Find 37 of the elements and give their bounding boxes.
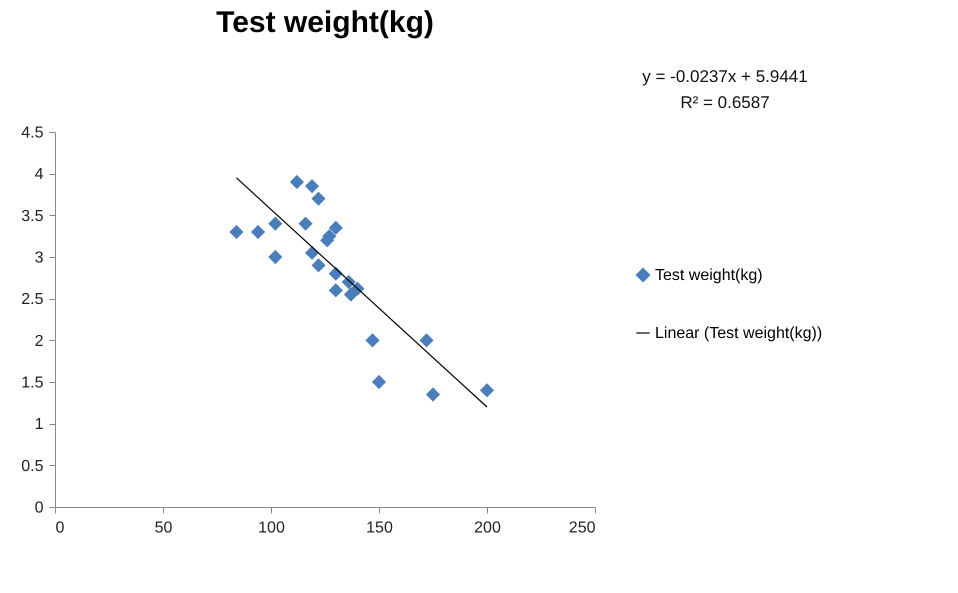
y-tick-label: 0.5	[21, 458, 44, 475]
y-tick-label: 0	[34, 500, 44, 516]
x-tick-label: 150	[366, 520, 393, 536]
point	[250, 224, 266, 240]
chart-title: Test weight(kg)	[216, 6, 434, 39]
y-tick-label: 3.5	[21, 208, 44, 225]
legend-label: Linear (Test weight(kg))	[655, 325, 822, 342]
point	[328, 220, 343, 235]
legend-label: Test weight(kg)	[655, 267, 763, 284]
point	[328, 283, 343, 298]
x-tick-label: 250	[568, 520, 596, 536]
text: R² = 0.6587	[680, 93, 770, 112]
text: y = -0.0237x + 5.9441	[642, 67, 808, 86]
y-tick-label: 4.5	[21, 124, 44, 142]
point	[268, 250, 282, 264]
y-tick-label: 1.5	[21, 374, 44, 392]
point	[311, 258, 326, 272]
point	[365, 333, 380, 348]
x-tick-label: 0	[56, 520, 64, 536]
point	[290, 174, 304, 190]
point	[268, 216, 282, 231]
y-tick-label: 2.5	[21, 291, 44, 308]
y-tick-label: 2	[34, 332, 44, 350]
point	[304, 179, 320, 194]
point	[311, 192, 326, 206]
x-tick-label: 100	[258, 520, 285, 536]
point	[480, 383, 494, 398]
y-tick-label: 3	[34, 250, 44, 266]
x-tick-label: 200	[474, 520, 501, 536]
point	[419, 333, 434, 348]
point	[298, 216, 313, 231]
x-tick-label: 50	[154, 520, 172, 536]
point	[372, 374, 386, 390]
point	[229, 224, 244, 240]
point	[426, 387, 440, 402]
y-tick-label: 4	[34, 166, 44, 184]
y-tick-label: 1	[34, 416, 44, 434]
